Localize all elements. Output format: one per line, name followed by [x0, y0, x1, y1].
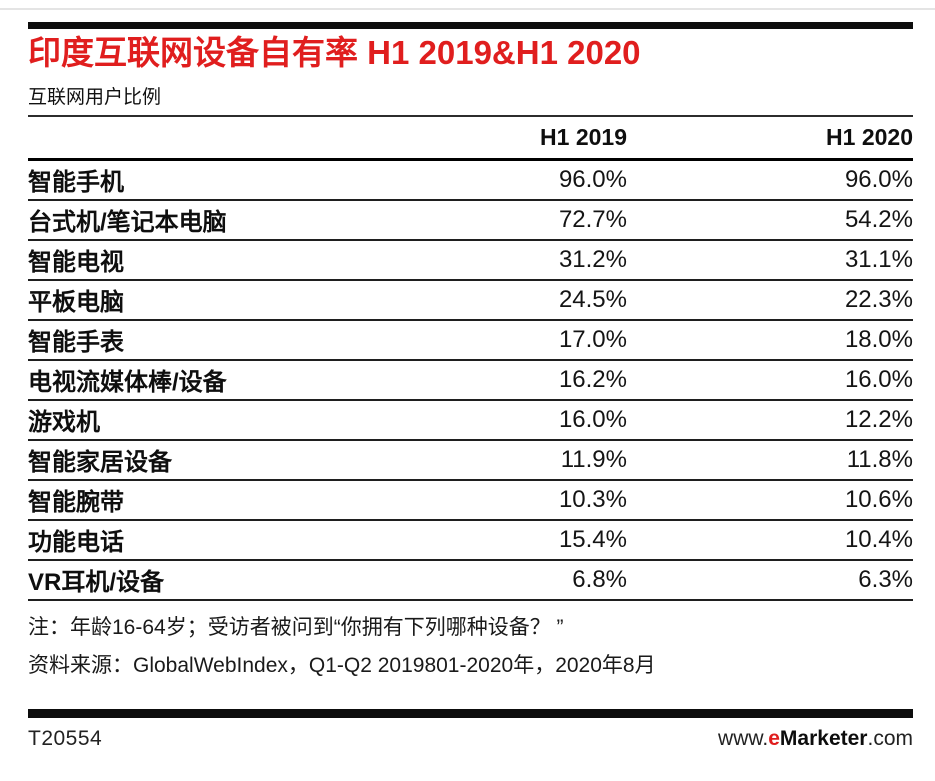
value-h1-2019-cell: 15.4% — [427, 519, 627, 561]
table-header: H1 2019 H1 2020 — [28, 115, 913, 162]
device-name-cell: 台式机/笔记本电脑 — [28, 199, 427, 241]
emarketer-url: www.eMarketer.com — [718, 727, 913, 751]
value-h1-2019-cell: 6.8% — [427, 559, 627, 601]
value-h1-2019-cell: 72.7% — [427, 199, 627, 241]
url-e: e — [768, 726, 780, 750]
table-row: 平板电脑 24.5% 22.3% — [28, 279, 913, 321]
device-name-cell: 智能家居设备 — [28, 439, 427, 481]
table-row: 台式机/笔记本电脑 72.7% 54.2% — [28, 199, 913, 241]
value-h1-2020-cell: 10.4% — [627, 519, 913, 561]
table-row: 智能腕带 10.3% 10.6% — [28, 479, 913, 521]
table-row: VR耳机/设备 6.8% 6.3% — [28, 559, 913, 601]
column-header-h1-2020: H1 2020 — [627, 115, 913, 162]
value-h1-2020-cell: 10.6% — [627, 479, 913, 521]
chart-container: 印度互联网设备自有率 H1 2019&H1 2020 互联网用户比例 H1 20… — [28, 22, 913, 751]
value-h1-2020-cell: 12.2% — [627, 399, 913, 441]
value-h1-2020-cell: 6.3% — [627, 559, 913, 601]
value-h1-2020-cell: 96.0% — [627, 159, 913, 201]
column-header-h1-2019: H1 2019 — [427, 115, 627, 162]
device-name-cell: 智能手表 — [28, 319, 427, 361]
device-name-cell: 平板电脑 — [28, 279, 427, 321]
device-ownership-table: H1 2019 H1 2020 智能手机 96.0% 96.0% 台式机/笔记本… — [28, 114, 913, 601]
url-com: .com — [867, 726, 913, 750]
value-h1-2020-cell: 11.8% — [627, 439, 913, 481]
methodology-note: 注：年龄16-64岁；受访者被问到“你拥有下列哪种设备？ ” — [28, 615, 564, 639]
device-name-cell: 电视流媒体棒/设备 — [28, 359, 427, 401]
value-h1-2020-cell: 31.1% — [627, 239, 913, 281]
table-row: 智能电视 31.2% 31.1% — [28, 239, 913, 281]
value-h1-2019-cell: 10.3% — [427, 479, 627, 521]
table-row: 电视流媒体棒/设备 16.2% 16.0% — [28, 359, 913, 401]
value-h1-2019-cell: 11.9% — [427, 439, 627, 481]
chart-subtitle: 互联网用户比例 — [28, 86, 162, 108]
device-name-cell: 智能电视 — [28, 239, 427, 281]
value-h1-2019-cell: 17.0% — [427, 319, 627, 361]
device-name-cell: 功能电话 — [28, 519, 427, 561]
device-name-cell: VR耳机/设备 — [28, 559, 427, 601]
footer-rule-bar — [28, 708, 913, 718]
source-note: 资料来源：GlobalWebIndex，Q1-Q2 2019801-2020年，… — [28, 653, 656, 677]
chart-title: 印度互联网设备自有率 H1 2019&H1 2020 — [28, 34, 641, 71]
footer: T20554 www.eMarketer.com — [28, 727, 913, 751]
header-rule-bar — [28, 22, 913, 29]
url-www: www. — [718, 726, 769, 750]
value-h1-2020-cell: 22.3% — [627, 279, 913, 321]
table-row: 智能家居设备 11.9% 11.8% — [28, 439, 913, 481]
device-name-cell: 智能手机 — [28, 159, 427, 201]
page-top-divider — [0, 8, 935, 10]
table-row: 功能电话 15.4% 10.4% — [28, 519, 913, 561]
table-row: 智能手表 17.0% 18.0% — [28, 319, 913, 361]
value-h1-2019-cell: 31.2% — [427, 239, 627, 281]
table-row: 智能手机 96.0% 96.0% — [28, 159, 913, 201]
column-header-device — [28, 115, 427, 162]
chart-id: T20554 — [28, 726, 103, 750]
value-h1-2020-cell: 54.2% — [627, 199, 913, 241]
device-table-body: 智能手机 96.0% 96.0% 台式机/笔记本电脑 72.7% 54.2% 智… — [28, 159, 913, 601]
device-name-cell: 游戏机 — [28, 399, 427, 441]
value-h1-2019-cell: 24.5% — [427, 279, 627, 321]
value-h1-2020-cell: 18.0% — [627, 319, 913, 361]
value-h1-2019-cell: 96.0% — [427, 159, 627, 201]
table-row: 游戏机 16.0% 12.2% — [28, 399, 913, 441]
value-h1-2019-cell: 16.0% — [427, 399, 627, 441]
value-h1-2019-cell: 16.2% — [427, 359, 627, 401]
device-name-cell: 智能腕带 — [28, 479, 427, 521]
url-brand: Marketer — [779, 726, 868, 750]
value-h1-2020-cell: 16.0% — [627, 359, 913, 401]
